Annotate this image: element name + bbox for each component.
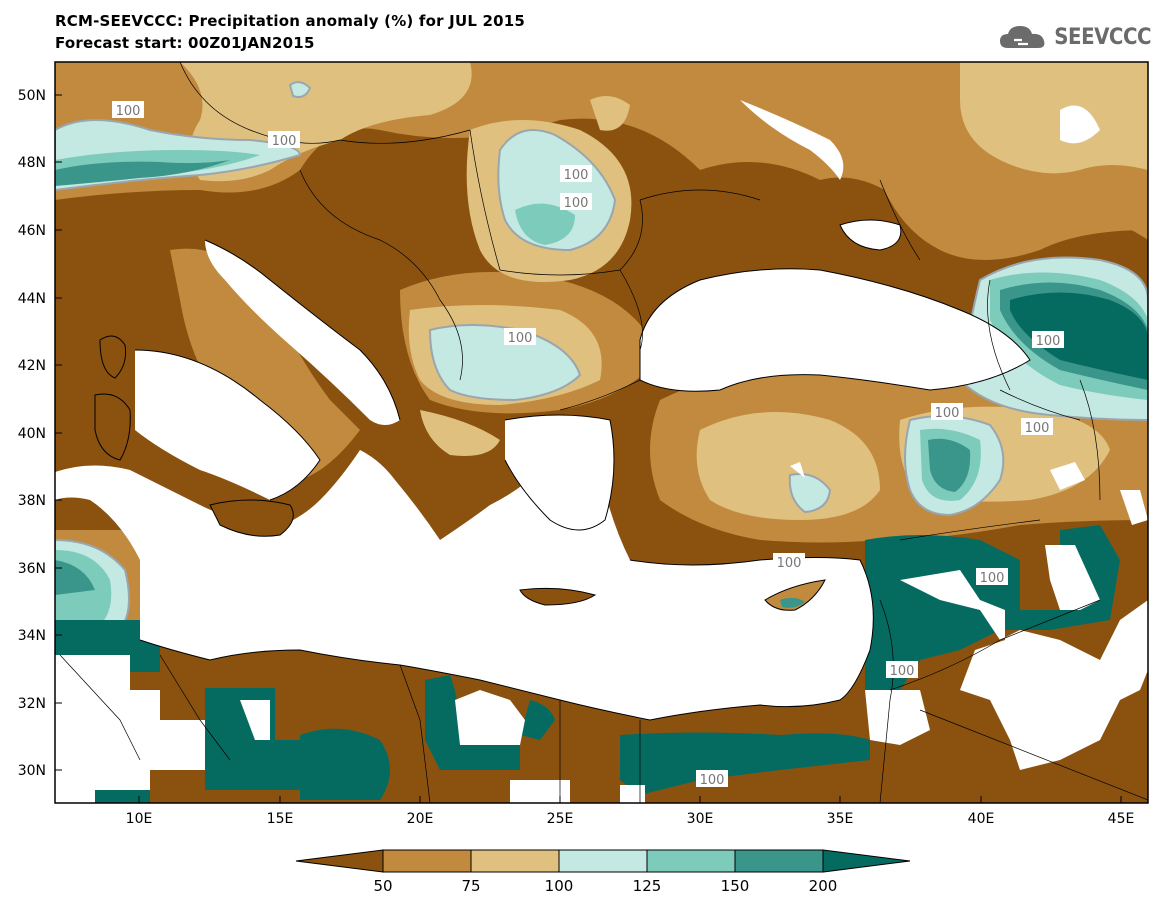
lat-label: 46N	[18, 223, 46, 239]
lat-label: 40N	[18, 426, 46, 442]
lon-label: 40E	[968, 811, 995, 827]
contour-label: 100	[886, 661, 918, 679]
contour-labels: 100 100 100 100 100 100 100 100 100 100 …	[112, 101, 1064, 788]
colorbar-label: 150	[721, 877, 750, 895]
svg-text:100: 100	[980, 571, 1005, 586]
map-subtitle: Forecast start: 00Z01JAN2015	[55, 34, 315, 52]
colorbar-segment	[734, 849, 824, 873]
svg-text:100: 100	[272, 134, 297, 149]
lat-label: 38N	[18, 493, 46, 509]
contour-label: 100	[931, 403, 963, 421]
contour-label: 100	[976, 568, 1008, 586]
contour-label: 100	[1021, 418, 1053, 436]
svg-text:100: 100	[564, 196, 589, 211]
map-field	[55, 62, 1148, 803]
contour-label: 100	[773, 553, 805, 571]
contour-label: 100	[560, 165, 592, 183]
lat-label: 36N	[18, 561, 46, 577]
svg-text:100: 100	[890, 664, 915, 679]
colorbar-segment	[295, 849, 384, 873]
svg-text:100: 100	[935, 406, 960, 421]
contour-label: 100	[112, 101, 144, 119]
colorbar-label: 50	[373, 877, 392, 895]
colorbar-segment	[470, 849, 560, 873]
svg-text:100: 100	[700, 773, 725, 788]
lon-label: 20E	[407, 811, 434, 827]
colorbar-segment	[558, 849, 648, 873]
contour-label: 100	[696, 770, 728, 788]
lon-label: 35E	[827, 811, 854, 827]
logo-text: SEEVCCC	[1054, 24, 1151, 50]
colorbar-label: 125	[633, 877, 662, 895]
lat-label: 44N	[18, 291, 46, 307]
seevccc-logo: SEEVCCC	[998, 22, 1151, 52]
lat-label: 48N	[18, 155, 46, 171]
lat-label: 50N	[18, 88, 46, 104]
colorbar-label: 100	[545, 877, 574, 895]
svg-text:100: 100	[1025, 421, 1050, 436]
lon-label: 25E	[547, 811, 574, 827]
sea-and-missing-mask	[55, 100, 1148, 803]
contour-label: 100	[560, 193, 592, 211]
colorbar-segment	[822, 849, 911, 873]
contour-label: 100	[1032, 331, 1064, 349]
colorbar-segment	[382, 849, 472, 873]
latitude-axis: 50N 48N 46N 44N 42N 40N 38N 36N 34N 32N …	[18, 88, 62, 779]
islands	[94, 335, 826, 611]
contour-label: 100	[504, 328, 536, 346]
lon-label: 45E	[1108, 811, 1135, 827]
svg-text:100: 100	[777, 556, 802, 571]
svg-text:100: 100	[508, 331, 533, 346]
colorbar-label: 75	[461, 877, 480, 895]
colorbar: 50 75 100 125 150 200	[295, 849, 911, 895]
lat-label: 34N	[18, 628, 46, 644]
country-borders	[59, 62, 1148, 803]
svg-text:100: 100	[1036, 334, 1061, 349]
cloud-icon	[1000, 26, 1045, 48]
lat-label: 30N	[18, 763, 46, 779]
coastlines	[134, 219, 1031, 721]
colorbar-segment	[646, 849, 736, 873]
lon-label: 10E	[126, 811, 153, 827]
lat-label: 32N	[18, 696, 46, 712]
map-title: RCM-SEEVCCC: Precipitation anomaly (%) f…	[55, 12, 526, 30]
lon-label: 30E	[687, 811, 714, 827]
svg-text:100: 100	[116, 104, 141, 119]
colorbar-label: 200	[809, 877, 838, 895]
lon-label: 15E	[267, 811, 294, 827]
longitude-axis: 10E 15E 20E 25E 30E 35E 40E 45E	[126, 796, 1135, 827]
lat-label: 42N	[18, 358, 46, 374]
svg-text:100: 100	[564, 168, 589, 183]
contour-label: 100	[268, 131, 300, 149]
